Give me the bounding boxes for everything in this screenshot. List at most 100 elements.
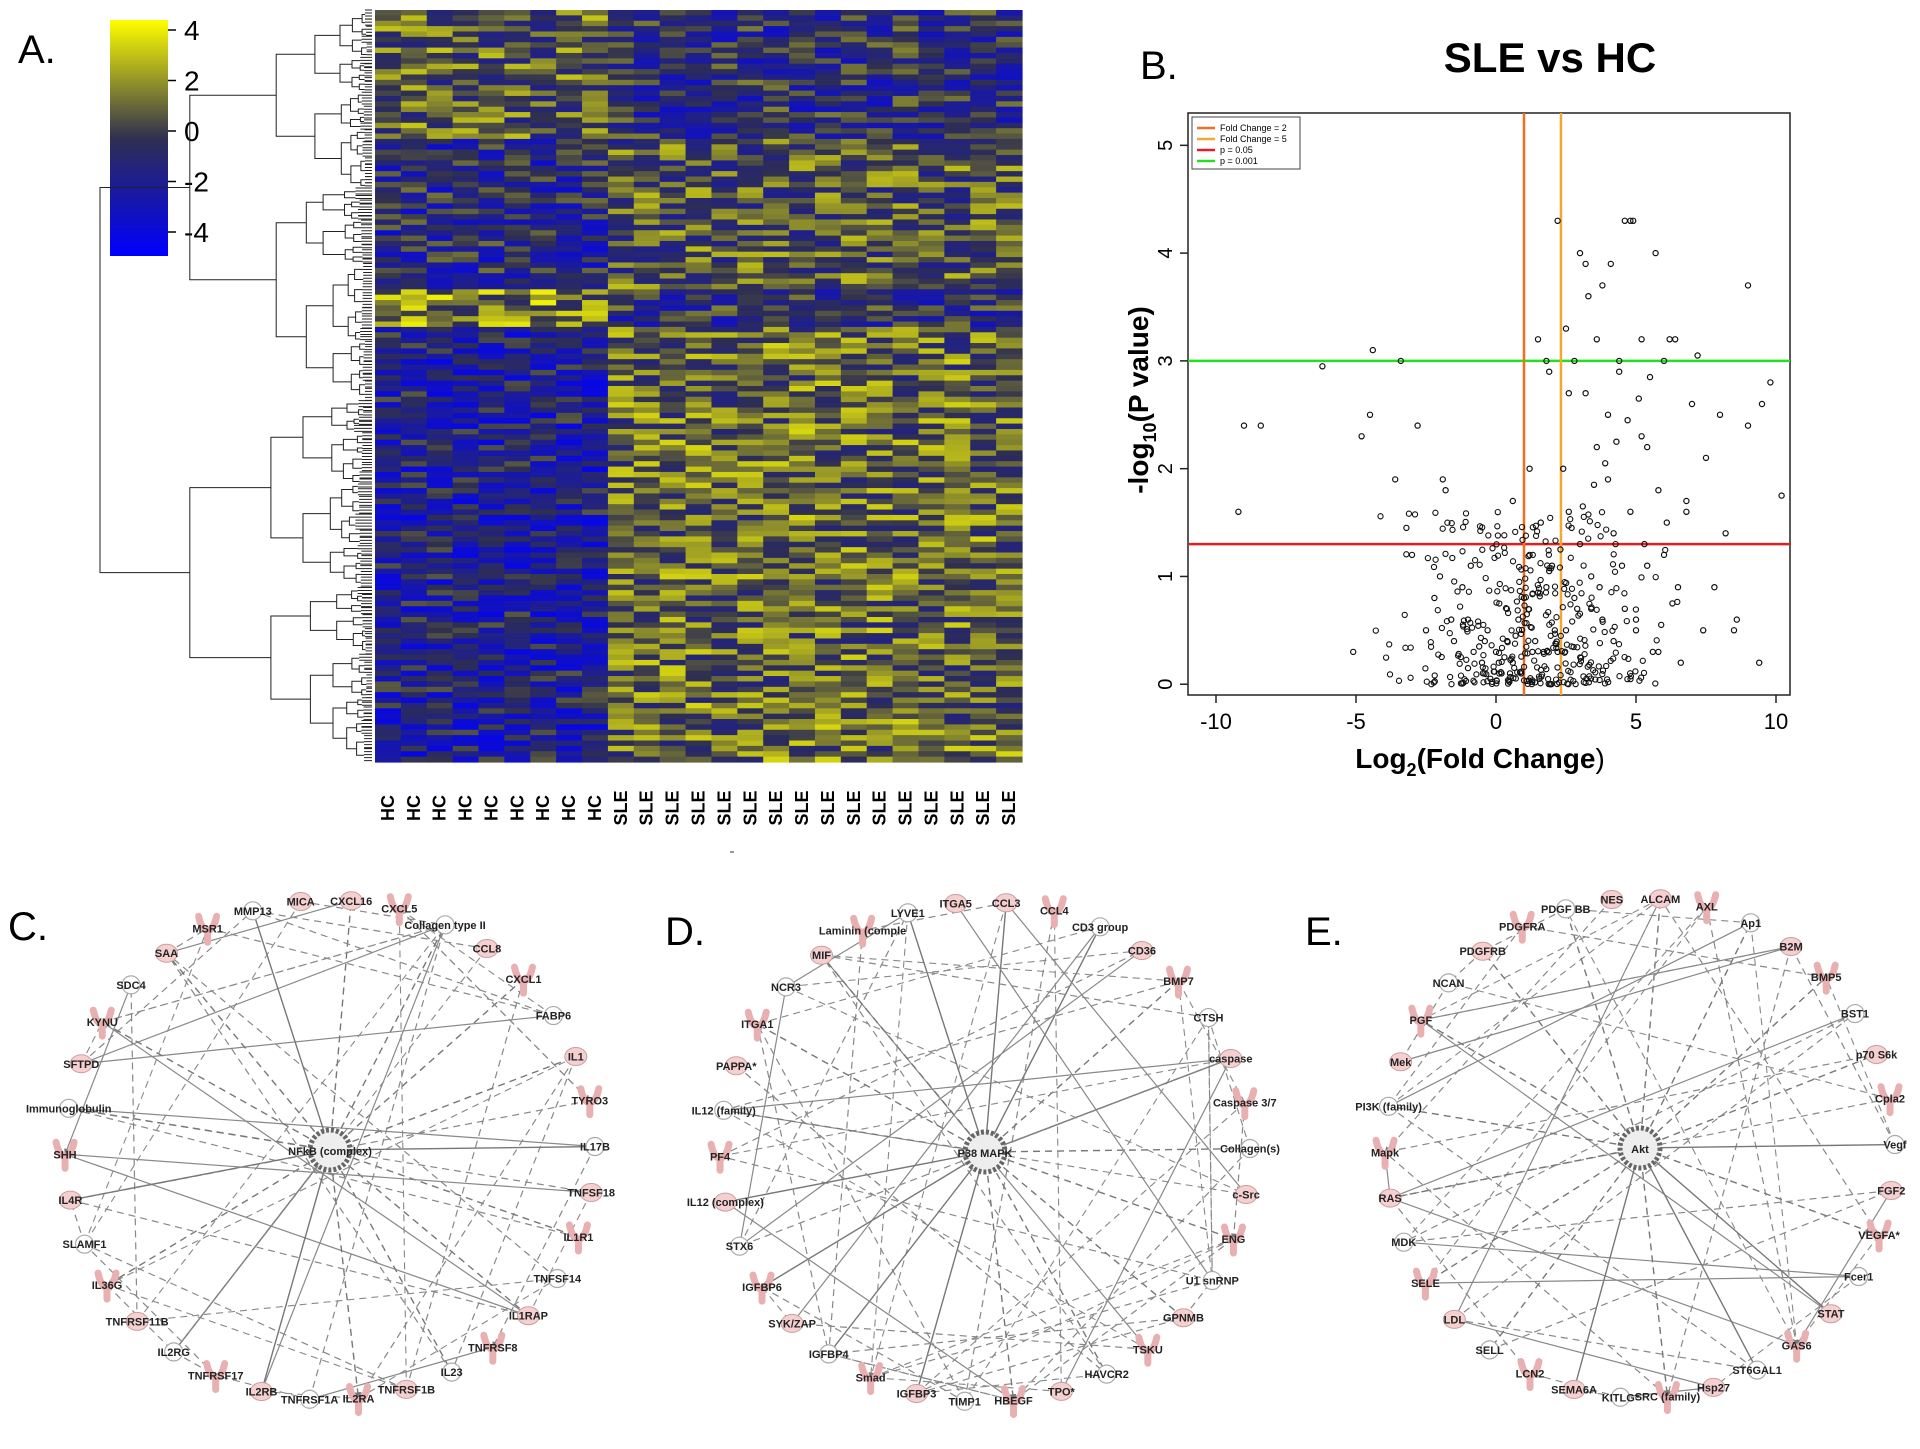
heatmap-cell: [814, 461, 842, 468]
density-point: [1438, 624, 1446, 632]
heatmap-cell: [659, 590, 687, 597]
heatmap-cell: [504, 418, 531, 425]
heatmap-cell: [556, 590, 583, 597]
heatmap-cell: [400, 31, 428, 38]
heatmap-cell: [996, 343, 1023, 349]
heatmap-cell: [840, 579, 868, 586]
density-point: [1554, 664, 1561, 671]
heatmap-cell: [763, 477, 790, 484]
heatmap-cell: [996, 198, 1023, 204]
heatmap-cell: [711, 482, 738, 489]
heatmap-cell: [892, 69, 920, 76]
heatmap-cell: [659, 461, 687, 468]
heatmap-cell: [478, 412, 505, 419]
heatmap-cell: [504, 230, 531, 237]
heatmap-cell: [607, 735, 635, 742]
heatmap-cell: [685, 751, 713, 758]
heatmap-cell: [763, 235, 790, 242]
network-node-label: TNFRSF1A: [281, 1394, 339, 1406]
heatmap-cell: [452, 455, 480, 462]
heatmap-cell: [789, 90, 816, 97]
density-point: [1470, 677, 1477, 684]
density-point: [1442, 550, 1449, 558]
heatmap-cell: [607, 192, 635, 199]
heatmap-cell: [737, 155, 764, 161]
heatmap-cell: [737, 112, 764, 119]
heatmap-cell: [452, 15, 480, 22]
heatmap-cell: [892, 428, 920, 435]
x-tick-label: 10: [1764, 709, 1788, 734]
heatmap-cell: [478, 611, 505, 618]
density-point: [1601, 628, 1608, 636]
heatmap-cell: [504, 584, 531, 591]
heatmap-cell: [607, 423, 635, 430]
heatmap-cell: [892, 493, 920, 500]
heatmap-cell: [789, 106, 816, 113]
heatmap-cell: [918, 305, 945, 312]
column-label: SLE: [689, 790, 709, 825]
heatmap-cell: [970, 649, 997, 656]
data-point: [1643, 443, 1651, 451]
heatmap-cell: [789, 359, 816, 366]
heatmap-cell: [918, 101, 945, 108]
heatmap-cell: [607, 692, 635, 699]
heatmap-cell: [814, 289, 842, 296]
heatmap-cell: [478, 439, 505, 446]
heatmap-cell: [582, 633, 609, 640]
network-edge: [1482, 908, 1567, 952]
heatmap-cell: [711, 428, 738, 435]
heatmap-cell: [633, 488, 661, 495]
heatmap-cell: [866, 353, 894, 360]
heatmap-cell: [944, 305, 971, 312]
heatmap-cell: [814, 380, 842, 387]
heatmap-cell: [892, 638, 920, 645]
x-tick-label: 5: [1630, 709, 1642, 734]
density-point: [1574, 644, 1581, 651]
heatmap-cell: [944, 262, 971, 269]
heatmap-cell: [711, 557, 738, 564]
heatmap-cell: [452, 262, 480, 269]
heatmap-cell: [400, 208, 428, 215]
heatmap-cell: [763, 171, 790, 178]
heatmap-cell: [763, 138, 790, 145]
heatmap-cell: [996, 219, 1023, 226]
heatmap-cell: [737, 305, 764, 312]
heatmap-cell: [375, 622, 402, 629]
scale-tick-label: 4: [184, 15, 200, 46]
density-point: [1599, 670, 1606, 678]
heatmap-cell: [582, 267, 609, 274]
heatmap-cell: [426, 729, 454, 736]
heatmap-cell: [659, 316, 687, 323]
heatmap-cell: [996, 681, 1023, 688]
heatmap-cell: [685, 622, 713, 629]
heatmap-cell: [763, 133, 790, 140]
network-node-label: TIMP1: [948, 1396, 980, 1408]
heatmap-cell: [789, 391, 816, 398]
heatmap-cell: [892, 471, 920, 478]
heatmap-cell: [840, 176, 868, 183]
heatmap-cell: [685, 122, 713, 129]
heatmap-cell: [970, 316, 997, 323]
network-node: [289, 892, 313, 912]
heatmap-cell: [452, 745, 480, 752]
heatmap-cell: [530, 375, 557, 382]
heatmap-cell: [530, 273, 557, 280]
heatmap-cell: [659, 676, 687, 683]
heatmap-cell: [737, 42, 764, 49]
heatmap-cell: [607, 310, 635, 317]
heatmap-cell: [375, 52, 402, 59]
heatmap-cell: [659, 74, 687, 81]
heatmap-cell: [478, 262, 505, 269]
heatmap-cell: [996, 375, 1023, 382]
heatmap-cell: [400, 219, 428, 226]
heatmap-cell: [426, 273, 454, 280]
heatmap-cell: [375, 568, 402, 575]
heatmap-cell: [478, 514, 505, 521]
density-point: [1476, 561, 1483, 568]
heatmap-cell: [763, 595, 790, 602]
heatmap-cell: [840, 74, 868, 81]
heatmap-cell: [478, 26, 505, 33]
heatmap-cell: [426, 133, 454, 140]
heatmap-cell: [866, 391, 894, 398]
heatmap-cell: [763, 58, 790, 65]
